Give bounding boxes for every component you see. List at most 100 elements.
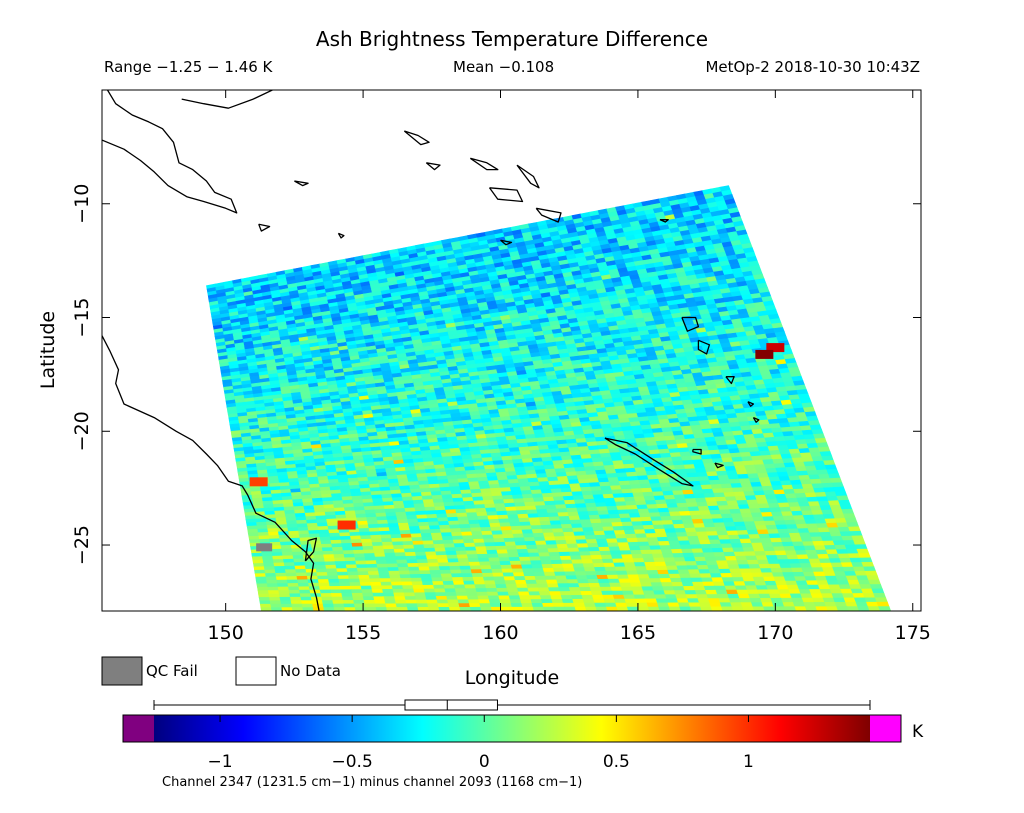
swath-pixel: [531, 528, 544, 534]
swath-pixel: [825, 549, 839, 555]
swath-pixel: [762, 516, 775, 522]
swath-pixel: [350, 535, 362, 541]
swath-pixel: [690, 514, 703, 520]
swath-pixel: [760, 511, 774, 518]
swath-pixel: [781, 511, 794, 517]
swath-pixel: [403, 544, 415, 550]
swath-pixel: [701, 548, 715, 554]
swath-pixel: [707, 505, 721, 511]
swath-pixel: [496, 510, 509, 516]
swath-pixel: [486, 549, 499, 555]
swath-pixel: [660, 549, 674, 555]
swath-pixel: [778, 533, 792, 539]
swath-pixel: [464, 546, 477, 552]
swath-pixel: [786, 497, 799, 504]
swath-pixel: [325, 564, 338, 570]
swath-pixel: [528, 517, 541, 523]
swath-pixel: [677, 536, 690, 542]
swath-pixel: [752, 516, 765, 522]
swath-pixel: [797, 501, 811, 508]
swath-pixel: [824, 518, 838, 524]
swath-pixel: [281, 551, 294, 557]
swath-pixel: [814, 518, 828, 525]
swath-pixel: [821, 509, 834, 515]
swath-pixel: [342, 550, 355, 555]
swath-pixel: [631, 521, 644, 527]
swath-pixel: [709, 509, 722, 516]
swath-pixel: [591, 522, 604, 528]
swath-pixel: [603, 530, 616, 536]
swath-pixel: [548, 516, 561, 522]
swath-pixel: [331, 543, 343, 548]
swath-pixel: [804, 492, 818, 498]
swath-pixel: [819, 505, 833, 511]
swath-pixel: [512, 533, 525, 539]
swath-pixel: [725, 526, 738, 532]
swath-pixel: [588, 514, 601, 520]
swath-pixel: [638, 512, 652, 518]
swath-pixel: [781, 484, 795, 491]
swath-pixel: [799, 505, 813, 512]
swath-pixel: [621, 521, 634, 527]
swath-pixel: [826, 522, 839, 529]
swath-pixel: [487, 553, 500, 559]
swath-pixel: [274, 565, 286, 571]
swath-pixel: [263, 562, 275, 568]
swath-pixel: [271, 548, 283, 554]
swath-pixel: [465, 550, 478, 556]
swath-pixel: [249, 539, 261, 544]
swath-pixel: [848, 526, 861, 532]
swath-pixel: [721, 487, 735, 494]
swath-pixel: [628, 513, 642, 519]
swath-pixel: [405, 555, 418, 561]
swath-pixel: [323, 554, 335, 559]
swath-pixel: [521, 529, 534, 535]
swath-pixel: [659, 545, 672, 551]
swath-pixel: [789, 506, 803, 512]
swath-pixel: [819, 478, 833, 484]
swath-pixel: [283, 558, 295, 564]
swath-pixel: [505, 545, 518, 551]
swath-pixel: [662, 524, 676, 530]
swath-pixel: [550, 524, 563, 530]
swath-pixel: [572, 527, 585, 533]
swath-pixel: [645, 533, 658, 539]
swath-pixel: [549, 520, 562, 526]
swath-pixel: [272, 555, 284, 560]
swath-pixel: [567, 547, 580, 553]
swath-pixel: [628, 545, 642, 551]
swath-pixel: [780, 537, 793, 543]
swath-pixel: [627, 508, 640, 515]
swath-pixel: [551, 528, 565, 534]
swath-pixel: [476, 550, 489, 555]
swath-pixel: [853, 539, 866, 546]
swath-pixel: [794, 492, 808, 499]
swath-pixel: [621, 554, 634, 560]
swath-pixel: [791, 541, 805, 547]
plot-area: 150 155 160 165 170 175 −10−15−20−25: [71, 89, 931, 644]
swath-pixel: [394, 552, 407, 557]
swath-pixel: [758, 533, 771, 539]
swath-pixel: [808, 474, 821, 480]
swath-pixel: [749, 538, 763, 544]
swath-pixel: [364, 556, 377, 562]
swath-pixel: [564, 535, 577, 541]
swath-pixel: [270, 545, 282, 550]
swath-pixel: [533, 536, 546, 542]
swath-pixel: [386, 559, 398, 565]
swath-pixel: [773, 546, 786, 552]
swath-pixel: [649, 545, 662, 551]
swath-pixel: [696, 531, 709, 537]
swath-pixel: [670, 515, 683, 521]
swath-pixel: [626, 537, 639, 543]
swath-pixel: [478, 557, 491, 563]
swath-pixel: [403, 548, 416, 553]
swath-pixel: [740, 542, 754, 549]
swath-pixel: [529, 521, 542, 527]
swath-pixel: [514, 541, 527, 547]
swath-pixel: [726, 500, 739, 506]
swath-pixel: [493, 538, 506, 543]
swath-pixel: [756, 529, 770, 535]
swath-pixel: [463, 538, 475, 544]
swath-pixel: [831, 535, 844, 542]
